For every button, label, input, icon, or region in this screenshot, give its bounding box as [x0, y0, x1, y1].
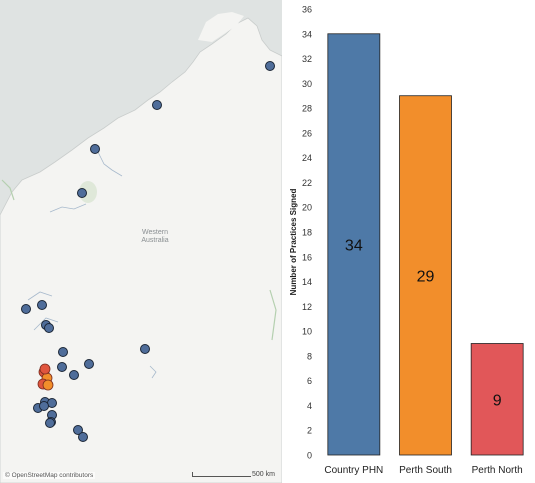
bars: 34 29 9: [327, 33, 524, 456]
y-tick-label: 8: [307, 351, 312, 361]
practice-marker[interactable]: [21, 304, 31, 314]
practice-marker[interactable]: [84, 359, 94, 369]
practice-marker[interactable]: [73, 425, 83, 435]
bar-perth-north[interactable]: [470, 343, 524, 456]
practice-cluster-marker[interactable]: [39, 363, 51, 375]
bar-perth-south[interactable]: [399, 95, 452, 456]
y-tick-label: 24: [302, 153, 312, 163]
practice-marker[interactable]: [39, 401, 49, 411]
y-tick-label: 32: [302, 54, 312, 64]
y-axis-label: Number of Practices Signed: [289, 189, 298, 296]
bar-chart-panel: 0 2 4 6 8 10 12 14 16 18 20 22 24 26 28 30 32 34 36 34 29 9 …: [282, 0, 535, 483]
bar-value-label: 34: [345, 237, 363, 254]
practice-marker[interactable]: [69, 370, 79, 380]
land-shape: [0, 17, 282, 483]
y-tick-label: 0: [307, 451, 312, 461]
scale-bar: [192, 472, 251, 477]
y-tick-label: 6: [307, 376, 312, 386]
practice-marker[interactable]: [45, 418, 55, 428]
y-tick-label: 26: [302, 128, 312, 138]
y-tick-label: 36: [302, 5, 312, 15]
map-attribution[interactable]: © OpenStreetMap contributors: [3, 472, 96, 479]
region-label: Western Australia: [141, 229, 169, 244]
practice-marker[interactable]: [77, 188, 87, 198]
bar-country-phn[interactable]: [327, 33, 381, 456]
y-tick-label: 22: [302, 178, 312, 188]
practice-marker[interactable]: [152, 100, 162, 110]
practice-marker[interactable]: [58, 347, 68, 357]
practice-marker[interactable]: [265, 61, 275, 71]
y-tick-label: 28: [302, 104, 312, 114]
bar-value-label: 9: [493, 392, 502, 409]
practice-cluster-marker[interactable]: [42, 379, 54, 391]
map-scale: 500 km: [192, 467, 278, 478]
y-tick-label: 10: [302, 327, 312, 337]
practice-marker[interactable]: [44, 323, 54, 333]
practice-marker[interactable]: [57, 362, 67, 372]
practice-marker[interactable]: [90, 144, 100, 154]
y-tick-label: 12: [302, 302, 312, 312]
x-tick-label: Perth South: [399, 465, 452, 476]
y-tick-label: 4: [307, 401, 312, 411]
y-tick-label: 2: [307, 426, 312, 436]
y-tick-label: 18: [302, 228, 312, 238]
y-tick-label: 14: [302, 277, 312, 287]
x-tick-label: Country PHN: [324, 465, 383, 476]
western-australia-map: [0, 12, 282, 483]
y-tick-label: 16: [302, 252, 312, 262]
x-tick-label: Perth North: [472, 465, 523, 476]
y-tick-label: 20: [302, 203, 312, 213]
bar-value-label: 29: [417, 268, 435, 285]
practice-marker[interactable]: [37, 300, 47, 310]
practice-marker[interactable]: [78, 432, 88, 442]
y-tick-label: 34: [302, 29, 312, 39]
x-axis-ticks: Country PHN Perth South Perth North: [324, 465, 522, 476]
practice-marker[interactable]: [140, 344, 150, 354]
scale-label: 500 km: [252, 471, 275, 478]
y-tick-label: 30: [302, 79, 312, 89]
map-panel[interactable]: Western Australia © OpenStreetMap contri…: [0, 0, 282, 483]
